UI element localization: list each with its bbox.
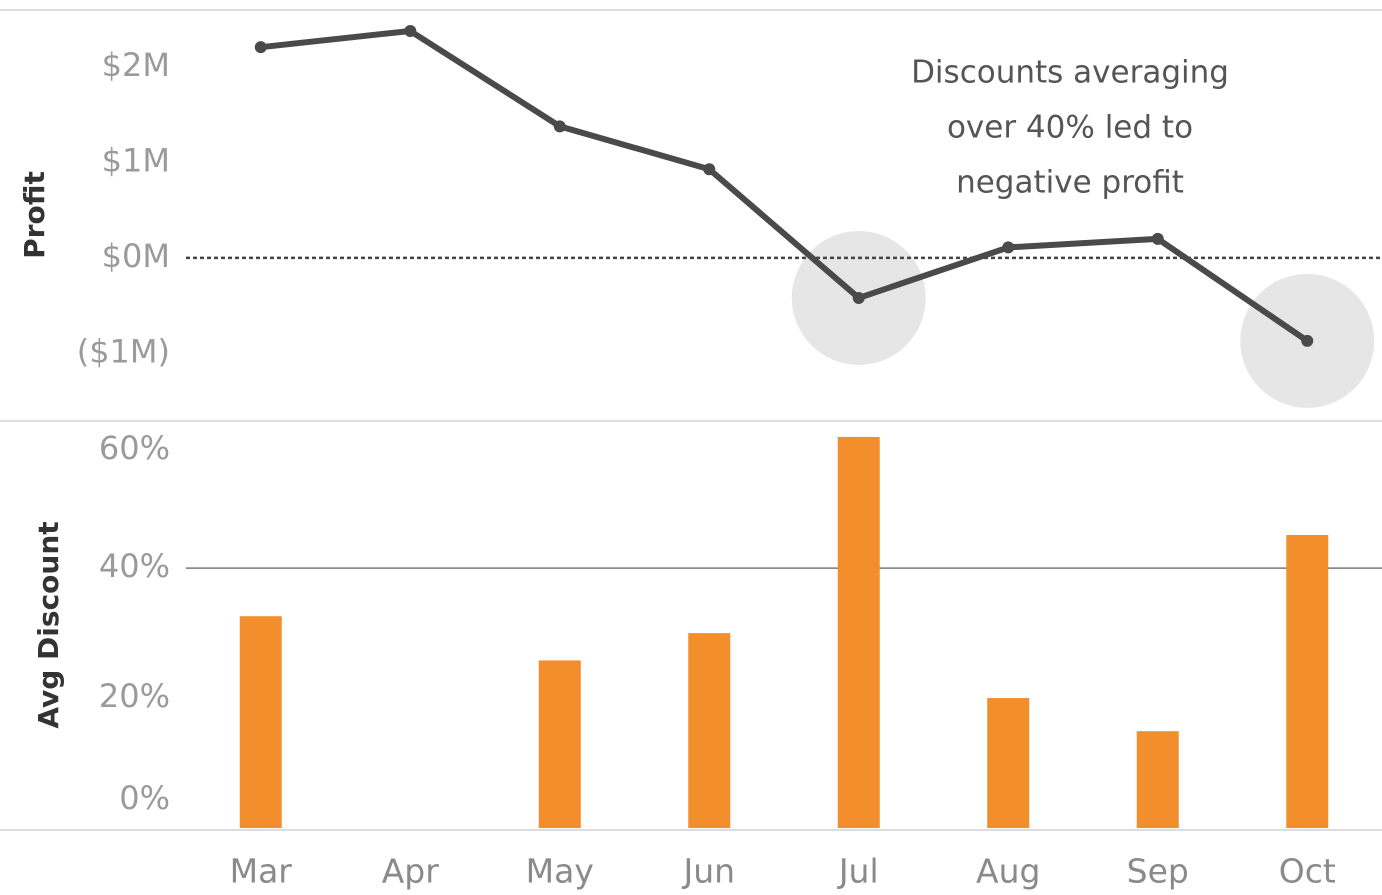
x-tick-label: Jun xyxy=(681,852,735,891)
x-tick-label: Apr xyxy=(382,852,440,891)
x-tick-label: Mar xyxy=(230,852,293,891)
bar xyxy=(688,633,731,828)
point xyxy=(852,291,865,304)
x-tick-label: May xyxy=(526,852,594,891)
profit-line xyxy=(260,27,1309,344)
y-tick-label: $0M xyxy=(102,237,170,275)
bar xyxy=(538,660,581,828)
x-tick-label: Aug xyxy=(976,852,1040,891)
y-tick-label: 60% xyxy=(99,429,170,467)
y-tick-label: 20% xyxy=(99,677,170,715)
annotation: over 40% led to xyxy=(947,110,1193,146)
point xyxy=(1301,334,1314,347)
y-tick-label: 0% xyxy=(119,779,170,817)
y-axis-title: Avg Discount xyxy=(32,521,65,728)
point xyxy=(1002,241,1015,254)
point xyxy=(553,120,566,133)
y-axis-title: Profit xyxy=(18,171,51,259)
bar xyxy=(987,698,1030,828)
y-tick-label: 40% xyxy=(99,547,170,585)
point xyxy=(1151,232,1164,245)
bar xyxy=(837,436,880,828)
point xyxy=(254,41,267,54)
x-tick-label: Sep xyxy=(1127,852,1189,891)
bar xyxy=(1136,731,1179,828)
annotation: negative profit xyxy=(956,165,1184,201)
x-tick-label: Jul xyxy=(837,852,879,891)
point xyxy=(404,24,417,37)
y-tick-label: $2M xyxy=(102,46,170,84)
bar xyxy=(1286,535,1329,828)
point xyxy=(703,163,716,176)
y-tick-label: $1M xyxy=(102,142,170,180)
x-tick-label: Oct xyxy=(1279,852,1336,891)
annotation: Discounts averaging xyxy=(911,55,1229,91)
y-tick-label: ($1M) xyxy=(77,332,170,370)
bar xyxy=(239,616,282,828)
